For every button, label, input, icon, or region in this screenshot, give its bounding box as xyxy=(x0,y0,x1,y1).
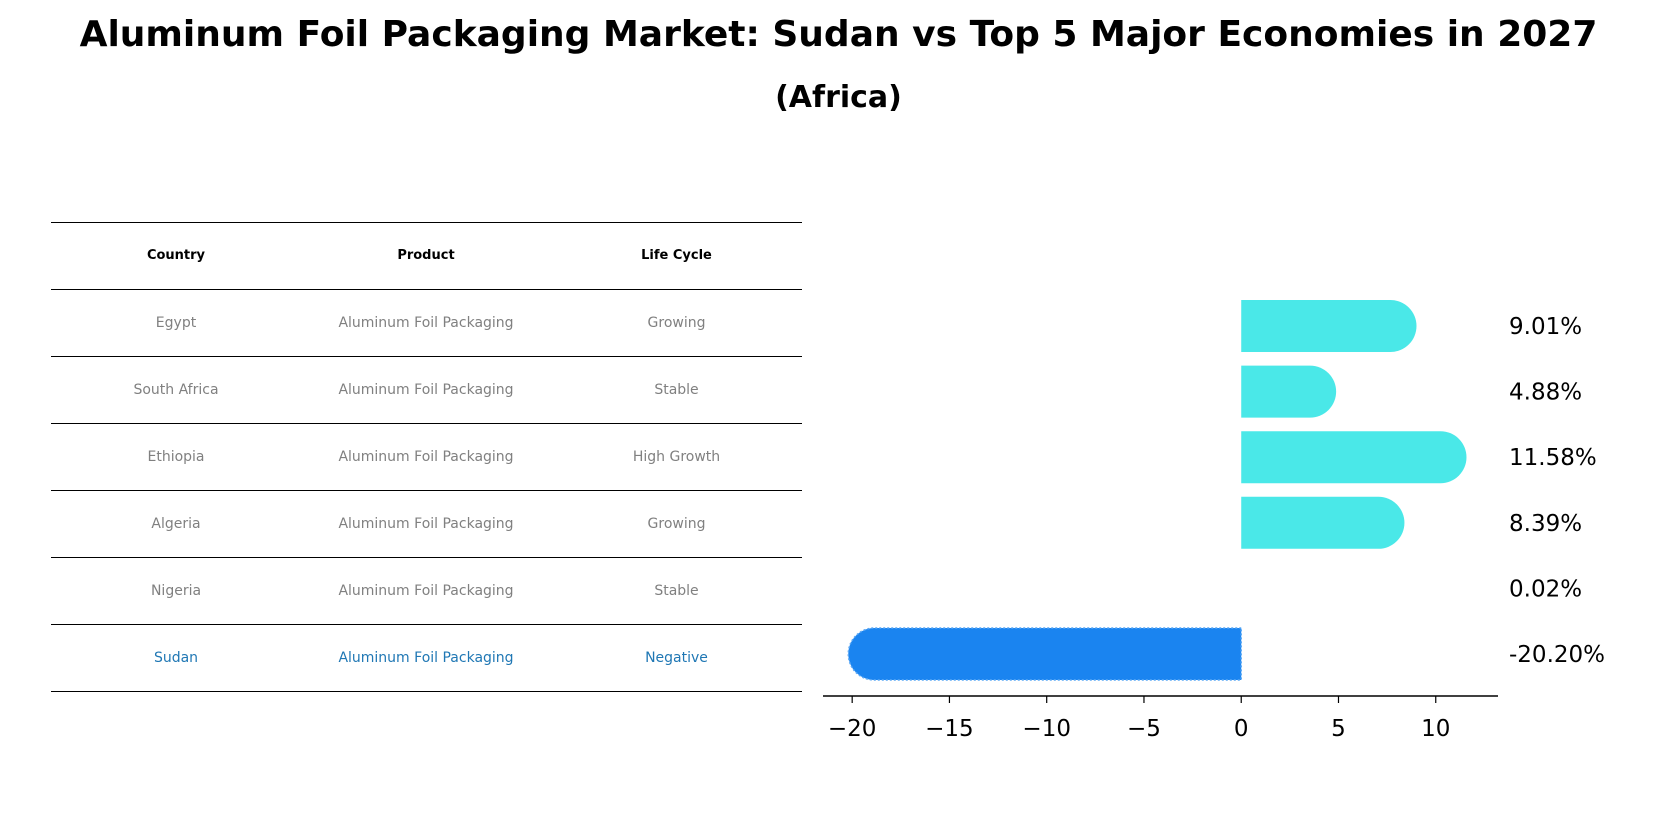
product-cell: Aluminum Foil Packaging xyxy=(338,516,514,532)
product-cell: Aluminum Foil Packaging xyxy=(338,315,514,331)
value-label: 9.01% xyxy=(1509,314,1582,340)
x-tick-label: −20 xyxy=(828,716,877,742)
bar-sudan xyxy=(847,627,1242,681)
life-cycle-cell: Growing xyxy=(647,315,706,331)
table-header-row: Country Product Life Cycle xyxy=(51,222,802,290)
country-cell: Egypt xyxy=(155,315,197,331)
country-cell: Algeria xyxy=(151,516,201,532)
life-cycle-cell: High Growth xyxy=(632,449,721,465)
table-row: Nigeria Aluminum Foil Packaging Stable xyxy=(51,558,802,625)
value-label: 11.58% xyxy=(1509,445,1597,471)
table-row: South Africa Aluminum Foil Packaging Sta… xyxy=(51,357,802,424)
product-cell: Aluminum Foil Packaging xyxy=(338,449,514,465)
bar-egypt xyxy=(1241,300,1417,352)
bar-ethiopia xyxy=(1241,431,1467,484)
life-cycle-cell: Growing xyxy=(647,516,706,532)
life-cycle-cell: Negative xyxy=(645,650,708,666)
header-country: Country xyxy=(146,248,206,263)
chart-subtitle: (Africa) xyxy=(775,80,902,115)
bar-algeria xyxy=(1241,496,1405,549)
country-cell: Ethiopia xyxy=(147,449,205,465)
country-cell: Nigeria xyxy=(150,583,202,599)
product-cell: Aluminum Foil Packaging xyxy=(338,583,514,599)
table-row-highlight: Sudan Aluminum Foil Packaging Negative xyxy=(51,625,802,692)
value-label: 0.02% xyxy=(1509,576,1582,602)
life-cycle-cell: Stable xyxy=(654,382,699,398)
country-cell: Sudan xyxy=(153,650,199,666)
x-tick-label: −15 xyxy=(925,716,974,742)
life-cycle-cell: Stable xyxy=(654,583,699,599)
value-label: -20.20% xyxy=(1509,642,1605,668)
table-row: Egypt Aluminum Foil Packaging Growing xyxy=(51,290,802,357)
product-cell: Aluminum Foil Packaging xyxy=(338,382,514,398)
x-tick-label: −10 xyxy=(1022,716,1071,742)
x-tick-label: −5 xyxy=(1127,716,1161,742)
country-table: Country Product Life Cycle Egypt Aluminu… xyxy=(51,222,802,692)
chart-title: Aluminum Foil Packaging Market: Sudan vs… xyxy=(79,14,1598,55)
country-cell: South Africa xyxy=(133,382,219,398)
bar-south-africa xyxy=(1241,365,1337,418)
value-label: 4.88% xyxy=(1509,380,1582,406)
x-tick-label: 5 xyxy=(1331,716,1346,742)
table-row: Ethiopia Aluminum Foil Packaging High Gr… xyxy=(51,424,802,491)
x-tick-label: 10 xyxy=(1421,716,1450,742)
product-cell: Aluminum Foil Packaging xyxy=(338,650,514,666)
header-product: Product xyxy=(397,248,455,263)
header-life-cycle: Life Cycle xyxy=(641,248,712,263)
x-tick-label: 0 xyxy=(1234,716,1249,742)
value-label: 8.39% xyxy=(1509,511,1582,537)
table-row: Algeria Aluminum Foil Packaging Growing xyxy=(51,491,802,558)
